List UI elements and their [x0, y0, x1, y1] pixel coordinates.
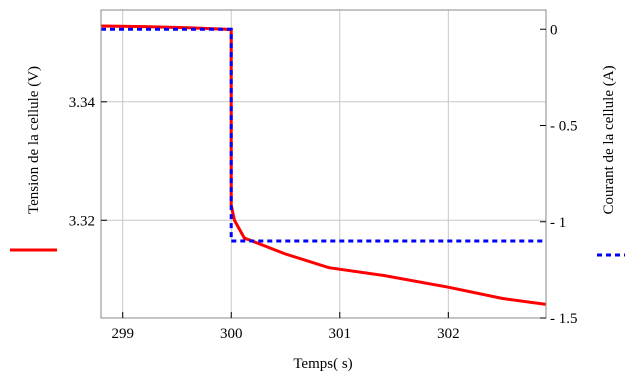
y-right-axis-title: Courant de la cellule (A) [601, 65, 617, 214]
y-left-axis-title: Tension de la cellule (V) [26, 66, 42, 214]
voltage-series-line [100, 24, 547, 306]
x-tick-label: 299 [111, 326, 134, 342]
x-tick-label: 301 [329, 326, 352, 342]
y-right-tick-label: - 1 [550, 215, 566, 231]
x-tick-label: 302 [437, 326, 460, 342]
plot-area [101, 10, 546, 318]
series-layer [100, 24, 547, 306]
y-left-tick-label: 3.34 [69, 95, 96, 111]
current-series-line [101, 27, 546, 243]
x-tick-label: 300 [220, 326, 243, 342]
ticks: 299 300 301 302 3.32 3.34 0 - 0.5 - 1 - 1.5 [69, 22, 578, 342]
y-right-tick-label: - 0.5 [550, 119, 578, 135]
y-left-tick-label: 3.32 [69, 213, 95, 229]
plot-frame [100, 9, 547, 319]
y-right-tick-label: - 1.5 [550, 311, 578, 327]
y-right-tick-label: 0 [550, 22, 558, 38]
x-axis-title: Temps( s) [293, 356, 352, 372]
